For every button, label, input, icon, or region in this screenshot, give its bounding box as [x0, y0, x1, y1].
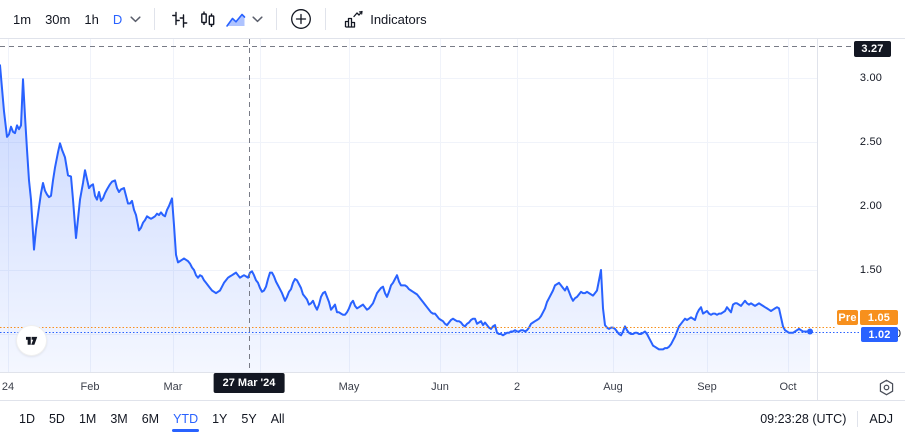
axis-corner-divider: [817, 373, 818, 401]
y-axis-label: 3.00: [859, 72, 883, 84]
area-chart-icon: [225, 13, 246, 27]
bars-chart-icon: [171, 11, 188, 28]
x-axis-label: 2: [513, 380, 521, 393]
range-button-3m[interactable]: 3M: [103, 407, 134, 431]
toolbar-divider: [276, 8, 278, 30]
toolbar-divider: [154, 8, 156, 30]
y-axis-label: 1.50: [859, 264, 883, 276]
range-button-all[interactable]: All: [264, 407, 292, 431]
bottom-toolbar: 1D 5D 1M 3M 6M YTD 1Y 5Y All 09:23:28 (UTC) ADJ: [0, 400, 905, 437]
axis-settings-button[interactable]: [876, 377, 896, 397]
interval-button-d[interactable]: D: [108, 8, 127, 31]
range-buttons: 1D 5D 1M 3M 6M YTD 1Y 5Y All: [12, 407, 292, 432]
candles-style-button[interactable]: [193, 5, 221, 33]
y-axis-label: 2.00: [859, 200, 883, 212]
chart-pane: [0, 39, 817, 372]
crosshair-time-badge: 27 Mar '24: [213, 373, 285, 393]
range-button-ytd[interactable]: YTD: [166, 407, 205, 432]
range-button-1y[interactable]: 1Y: [205, 407, 234, 431]
top-toolbar: 1m 30m 1h D Indicators: [0, 0, 905, 39]
bottom-right-controls: 09:23:28 (UTC) ADJ: [760, 411, 893, 427]
last-price-badge: 1.02: [861, 327, 898, 342]
x-axis-label: Jun: [431, 380, 449, 393]
candlestick-icon: [200, 11, 215, 27]
crosshair-price-badge: 3.27: [854, 41, 891, 57]
style-dropdown-chevron[interactable]: [249, 14, 266, 25]
interval-buttons: 1m 30m 1h D: [8, 8, 127, 31]
adjusted-data-toggle[interactable]: ADJ: [869, 412, 893, 426]
price-chart[interactable]: [0, 39, 817, 372]
chevron-down-icon: [130, 15, 141, 22]
price-line: [0, 64, 811, 351]
toolbar-divider: [325, 8, 327, 30]
range-button-5d[interactable]: 5D: [42, 407, 72, 431]
pre-market-badge-value: 1.05: [860, 310, 898, 325]
last-price-dot: [807, 328, 813, 335]
x-axis-label: Sep: [697, 380, 717, 393]
range-button-1d[interactable]: 1D: [12, 407, 42, 431]
range-button-1m[interactable]: 1M: [72, 407, 103, 431]
interval-button-30m[interactable]: 30m: [40, 8, 75, 31]
range-button-6m[interactable]: 6M: [135, 407, 166, 431]
bars-style-button[interactable]: [165, 5, 193, 33]
price-axis[interactable]: 3.002.502.001.501.00 3.27 Pre 1.05 1.02: [817, 39, 905, 372]
x-axis-label: May: [338, 380, 360, 393]
plus-circle-icon: [291, 9, 312, 29]
y-axis-label: 2.50: [859, 136, 883, 148]
x-axis-label: Oct: [779, 380, 797, 393]
pre-market-badge-label: Pre: [837, 310, 858, 325]
interval-button-1m[interactable]: 1m: [8, 8, 36, 31]
x-axis-label: Feb: [80, 380, 100, 393]
x-axis-label: 24: [1, 380, 15, 393]
indicators-button[interactable]: Indicators: [336, 6, 432, 33]
range-button-5y[interactable]: 5Y: [234, 407, 263, 431]
footer-divider: [857, 411, 859, 427]
tradingview-logo[interactable]: [16, 325, 47, 356]
clock[interactable]: 09:23:28 (UTC): [760, 412, 847, 426]
tradingview-logo-icon: [25, 336, 38, 345]
indicators-icon: [345, 10, 363, 28]
indicators-label: Indicators: [370, 11, 427, 27]
gear-icon: [879, 379, 893, 395]
x-axis-label: Aug: [603, 380, 623, 393]
chevron-down-icon: [252, 15, 263, 22]
compare-add-button[interactable]: [287, 5, 315, 33]
area-style-button[interactable]: [221, 5, 249, 33]
interval-button-1h[interactable]: 1h: [79, 8, 103, 31]
area-fill: [0, 65, 810, 372]
x-axis-label: Mar: [163, 380, 183, 393]
interval-dropdown-chevron[interactable]: [127, 14, 144, 25]
time-axis[interactable]: 24 Feb Mar May Jun 2 Aug Sep Oct 27 Mar '24: [0, 372, 905, 401]
